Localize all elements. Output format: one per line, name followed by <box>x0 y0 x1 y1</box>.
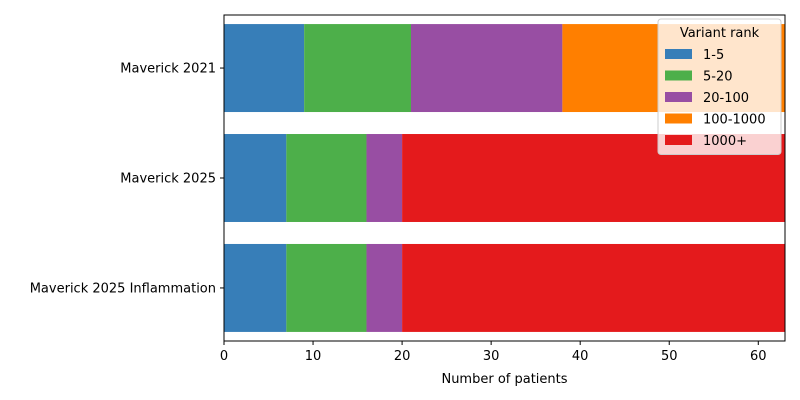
x-axis-ticks: 0 10 20 30 40 50 60 <box>220 341 767 364</box>
bar-maverick-2021-20-100 <box>411 24 563 113</box>
bar-maverick-2021-5-20 <box>304 24 411 113</box>
legend-label-100-1000: 100-1000 <box>703 113 766 128</box>
y-axis-ticks: Maverick 2021 Maverick 2025 Maverick 2025 … <box>30 62 224 296</box>
y-tick-label: Maverick 2025 <box>120 172 216 187</box>
bar-maverick-2025-inflammation-5-20 <box>286 243 367 332</box>
x-tick-label: 30 <box>483 349 500 364</box>
bar-maverick-2021-1-5 <box>224 24 305 113</box>
plot-frame <box>223 14 786 342</box>
legend-label-5-20: 5-20 <box>703 70 733 85</box>
x-tick-label: 10 <box>305 349 322 364</box>
legend-title: Variant rank <box>680 26 760 41</box>
bar-maverick-2025-20-100 <box>366 134 403 222</box>
bar-maverick-2025-inflammation-20-100 <box>366 243 403 332</box>
x-tick-label: 60 <box>750 349 767 364</box>
legend-label-20-100: 20-100 <box>703 91 749 106</box>
legend-swatch-1-5 <box>665 49 692 59</box>
bar-maverick-2025-inflammation-1000 <box>402 243 785 332</box>
legend-swatch-5-20 <box>665 70 692 81</box>
legend-label-1000: 1000+ <box>703 134 747 149</box>
x-tick-label: 50 <box>661 349 678 364</box>
legend-swatch-1000 <box>665 135 692 145</box>
bar-maverick-2025-1-5 <box>224 134 287 222</box>
y-tick-label: Maverick 2021 <box>120 62 216 77</box>
legend-label-1-5: 1-5 <box>703 48 724 63</box>
y-tick-label: Maverick 2025 Inflammation <box>30 281 216 296</box>
legend-swatch-20-100 <box>665 92 692 102</box>
legend-items: 1-5 5-20 20-100 100-1000 1000+ <box>665 48 766 149</box>
bar-maverick-2025-5-20 <box>286 134 367 222</box>
x-axis-label: Number of patients <box>441 372 567 387</box>
legend: Variant rank 1-5 5-20 20-100 100-1000 1000+ <box>657 18 782 155</box>
x-tick-label: 40 <box>572 349 589 364</box>
bar-maverick-2025-inflammation-1-5 <box>224 243 287 332</box>
legend-swatch-100-1000 <box>665 113 692 124</box>
x-tick-label: 20 <box>394 349 411 364</box>
x-tick-label: 0 <box>220 349 228 364</box>
